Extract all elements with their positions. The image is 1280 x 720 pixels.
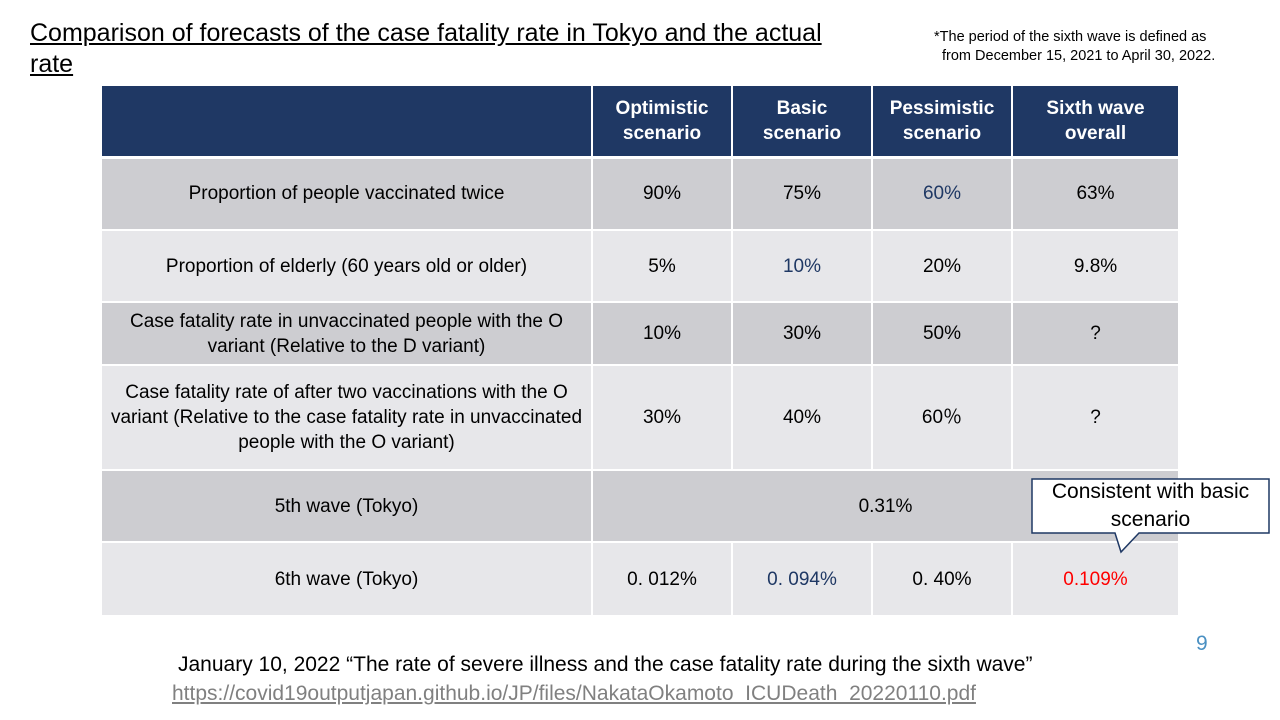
header-basic: Basic scenario <box>732 86 873 159</box>
source-citation: January 10, 2022 “The rate of severe ill… <box>178 653 1033 676</box>
cell-pessimistic: 20% <box>872 229 1013 302</box>
cell-pessimistic: 50% <box>872 301 1013 365</box>
row-label: Case fatality rate in unvaccinated peopl… <box>102 301 593 365</box>
row-label: Proportion of elderly (60 years old or o… <box>102 229 593 302</box>
period-note-line-2: from December 15, 2021 to April 30, 2022… <box>942 48 1216 64</box>
cell-sixth-wave: 0.109% <box>1012 541 1178 615</box>
cell-optimistic: 0. 012% <box>592 541 733 615</box>
cell-pessimistic: 60% <box>872 156 1013 230</box>
cell-optimistic: 10% <box>592 301 733 365</box>
table-row: Proportion of elderly (60 years old or o… <box>102 229 1178 302</box>
cell-optimistic: 90% <box>592 156 733 230</box>
table-row: Case fatality rate of after two vaccinat… <box>102 364 1178 470</box>
page-number: 9 <box>1196 632 1208 655</box>
header-empty <box>102 86 593 159</box>
callout-text: Consistent with basic scenario <box>1051 480 1250 531</box>
slide-title: Comparison of forecasts of the case fata… <box>30 19 822 78</box>
header-pessimistic: Pessimistic scenario <box>872 86 1013 159</box>
cell-basic: 10% <box>732 229 873 302</box>
table-row: Case fatality rate in unvaccinated peopl… <box>102 301 1178 365</box>
cell-basic: 40% <box>732 364 873 470</box>
header-sixth-wave: Sixth wave overall <box>1012 86 1178 159</box>
comparison-table: Optimistic scenario Basic scenario Pessi… <box>102 86 1178 615</box>
cell-pessimistic: 60％ <box>872 364 1013 470</box>
cell-sixth-wave: 9.8% <box>1012 229 1178 302</box>
cell-basic: 75% <box>732 156 873 230</box>
cell-sixth-wave: 63% <box>1012 156 1178 230</box>
cell-basic: 0. 094% <box>732 541 873 615</box>
row-label: Proportion of people vaccinated twice <box>102 156 593 230</box>
source-link[interactable]: https://covid19outputjapan.github.io/JP/… <box>172 682 976 705</box>
cell-optimistic: 30% <box>592 364 733 470</box>
table-row: Proportion of people vaccinated twice 90… <box>102 156 1178 230</box>
cell-pessimistic: 0. 40% <box>872 541 1013 615</box>
cell-sixth-wave: ? <box>1012 364 1178 470</box>
cell-basic: 30% <box>732 301 873 365</box>
row-label: 6th wave (Tokyo) <box>102 541 593 615</box>
table-row: 5th wave (Tokyo) 0.31% <box>102 469 1178 542</box>
table-header-row: Optimistic scenario Basic scenario Pessi… <box>102 86 1178 159</box>
period-note: *The period of the sixth wave is defined… <box>934 28 1264 66</box>
period-note-line-1: *The period of the sixth wave is defined… <box>934 29 1207 45</box>
cell-sixth-wave: ? <box>1012 301 1178 365</box>
row-label: Case fatality rate of after two vaccinat… <box>102 364 593 470</box>
table-row: 6th wave (Tokyo) 0. 012% 0. 094% 0. 40% … <box>102 541 1178 615</box>
cell-optimistic: 5% <box>592 229 733 302</box>
row-label: 5th wave (Tokyo) <box>102 469 593 542</box>
header-optimistic: Optimistic scenario <box>592 86 733 159</box>
